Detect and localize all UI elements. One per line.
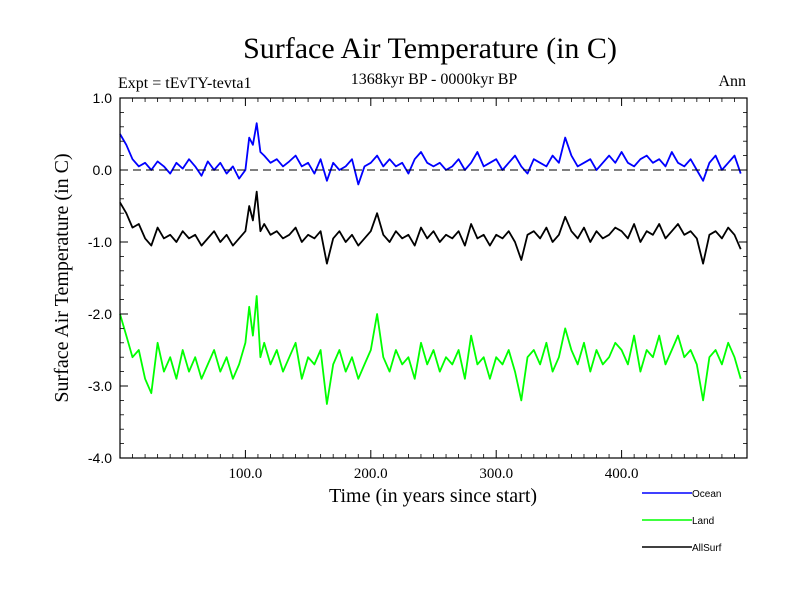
x-tick-label: 100.0 [229, 466, 263, 482]
x-tick-label: 200.0 [354, 466, 388, 482]
x-axis: 100.0 200.0 300.0 400.0 [132, 98, 735, 482]
season-label: Ann [718, 73, 746, 90]
chart-title: Surface Air Temperature (in C) [243, 32, 617, 65]
legend: Ocean Land AllSurf [642, 489, 722, 554]
series-line-ocean [119, 122, 742, 186]
y-axis: 1.0 0.0 -1.0 -2.0 -3.0 -4.0 [88, 90, 747, 466]
y-tick-label: -3.0 [88, 378, 112, 394]
x-tick-label: 300.0 [479, 466, 513, 482]
y-tick-label: 1.0 [93, 90, 113, 106]
x-axis-label: Time (in years since start) [329, 485, 537, 507]
plot-series [119, 122, 742, 405]
y-tick-label: -4.0 [88, 450, 112, 466]
y-tick-label: -1.0 [88, 234, 112, 250]
plot-frame [119, 97, 748, 459]
legend-label-land: Land [692, 516, 714, 527]
experiment-label: Expt = tEvTY-tevta1 [118, 75, 251, 92]
y-axis-label: Surface Air Temperature (in C) [51, 153, 73, 402]
chart-subtitle: 1368kyr BP - 0000kyr BP [351, 71, 518, 88]
series-line-land [119, 295, 742, 405]
legend-label-ocean: Ocean [692, 489, 721, 500]
y-tick-label: -2.0 [88, 306, 112, 322]
x-tick-label: 400.0 [605, 466, 639, 482]
legend-label-allsurf: AllSurf [692, 543, 722, 554]
series-line-allsurf [119, 190, 742, 265]
y-tick-label: 0.0 [93, 162, 113, 178]
